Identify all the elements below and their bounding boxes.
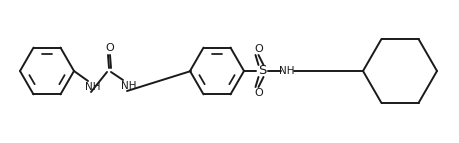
Text: S: S [258,64,266,78]
Text: NH: NH [85,82,101,92]
Text: NH: NH [279,66,295,76]
Text: O: O [106,43,114,53]
Text: O: O [255,44,263,54]
Text: O: O [255,88,263,98]
Text: NH: NH [121,81,137,91]
